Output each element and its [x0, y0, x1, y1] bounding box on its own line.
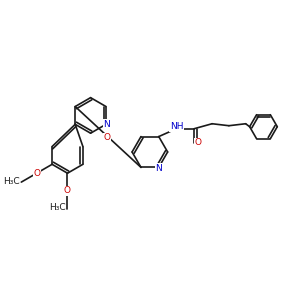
- Text: O: O: [33, 169, 40, 178]
- Text: NH: NH: [170, 122, 183, 131]
- Text: O: O: [103, 134, 111, 142]
- Text: H₃C: H₃C: [3, 177, 19, 186]
- Text: N: N: [155, 164, 162, 173]
- Text: N: N: [103, 120, 110, 129]
- Text: O: O: [64, 187, 71, 196]
- Text: O: O: [195, 138, 202, 147]
- Text: H₃C: H₃C: [49, 203, 65, 212]
